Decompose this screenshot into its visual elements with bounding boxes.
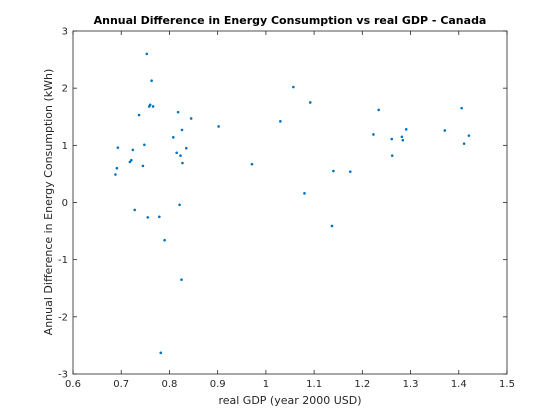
data-point xyxy=(332,169,335,173)
y-tick-label: -2 xyxy=(58,312,68,323)
x-axis-title: real GDP (year 2000 USD) xyxy=(218,394,361,407)
data-point xyxy=(185,146,188,150)
data-point xyxy=(178,203,181,207)
data-point xyxy=(150,79,153,83)
data-point xyxy=(180,128,184,132)
data-point xyxy=(159,351,163,355)
data-point xyxy=(116,146,120,149)
data-point xyxy=(163,238,166,242)
data-point xyxy=(400,135,404,139)
data-point xyxy=(377,108,381,112)
data-point xyxy=(372,133,375,136)
data-point xyxy=(131,148,135,152)
data-point xyxy=(176,110,180,114)
x-tick-label: 1.2 xyxy=(354,379,370,390)
data-point xyxy=(404,128,408,131)
axes-layer: 0.6 0.7 0.8 0.9 1 1.1 1.2 1.3 1.4 1.5 -3 -2 -1 0 1 2 3 xyxy=(58,27,515,391)
data-point xyxy=(467,134,471,137)
x-tick-label: 1.3 xyxy=(403,379,419,390)
y-tick-label: 1 xyxy=(62,141,68,152)
x-tick-label: 0.6 xyxy=(65,379,81,390)
x-tick-label: 0.9 xyxy=(210,379,226,390)
x-tick-label: 1.1 xyxy=(306,379,322,390)
data-point xyxy=(151,105,155,108)
y-tick-label: 0 xyxy=(62,198,68,209)
data-point xyxy=(292,85,295,89)
data-point xyxy=(443,129,447,132)
data-point xyxy=(128,160,132,164)
data-point xyxy=(348,170,352,173)
data-point xyxy=(390,154,394,157)
data-point xyxy=(145,52,149,56)
data-point xyxy=(180,278,183,281)
y-tick-label: -1 xyxy=(58,255,68,266)
x-tick-label: 1 xyxy=(263,379,269,390)
data-point xyxy=(401,138,405,142)
data-point xyxy=(462,142,466,145)
x-tick-label: 0.8 xyxy=(161,379,177,390)
data-point xyxy=(148,103,152,107)
y-axis-title: Annual Difference in Energy Consumption … xyxy=(42,69,55,336)
data-point xyxy=(181,161,184,165)
data-point xyxy=(460,106,463,110)
points-layer xyxy=(114,52,471,355)
data-point xyxy=(179,154,182,157)
data-point xyxy=(146,216,150,219)
data-point xyxy=(303,192,306,195)
plot-area xyxy=(73,31,507,374)
data-point xyxy=(175,151,178,155)
data-point xyxy=(158,215,161,219)
data-point xyxy=(172,136,175,139)
data-point xyxy=(189,117,193,120)
chart-title: Annual Difference in Energy Consumption … xyxy=(94,14,487,27)
data-point xyxy=(330,224,334,228)
x-tick-label: 0.7 xyxy=(113,379,129,390)
data-point xyxy=(250,162,254,166)
y-tick-label: -3 xyxy=(58,370,68,381)
y-tick-label: 2 xyxy=(62,84,68,95)
data-point xyxy=(141,164,145,168)
data-point xyxy=(137,113,141,117)
data-point xyxy=(115,166,119,170)
x-tick-label: 1.4 xyxy=(451,379,467,390)
x-tick-label: 1.5 xyxy=(499,379,515,390)
data-point xyxy=(217,125,220,128)
data-point xyxy=(308,101,312,104)
data-point xyxy=(114,173,117,176)
data-point xyxy=(130,158,133,162)
data-point xyxy=(143,143,146,147)
data-point xyxy=(390,137,394,141)
data-point xyxy=(279,120,282,123)
y-tick-label: 3 xyxy=(62,27,68,38)
data-point xyxy=(133,208,137,212)
